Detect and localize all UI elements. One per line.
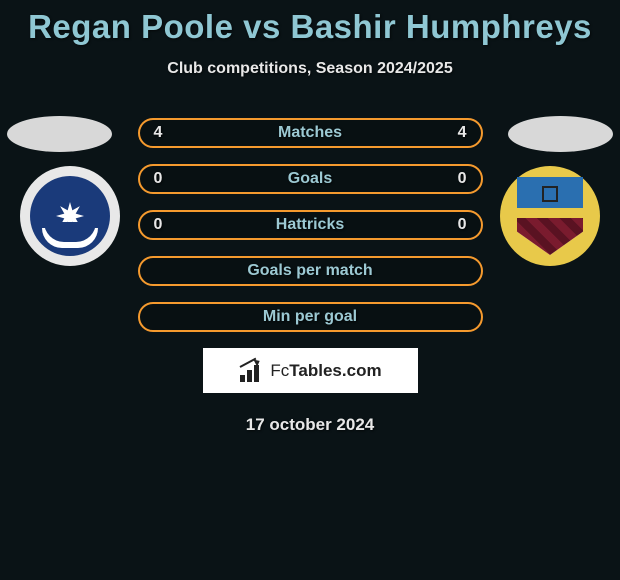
stat-label: Goals [288,170,332,188]
stat-rows: 4 Matches 4 0 Goals 0 0 Hattricks 0 Goal… [138,118,483,332]
date-label: 17 october 2024 [0,415,620,435]
brand-text: FcTables.com [270,361,381,381]
burnley-crest-icon [517,177,583,255]
stat-label: Hattricks [276,216,344,234]
portsmouth-crest-icon [30,176,110,256]
club-badge-right [500,166,600,266]
club-badge-left [20,166,120,266]
stat-row-min-per-goal: Min per goal [138,302,483,332]
stat-value-left: 0 [154,216,174,234]
stat-row-goals: 0 Goals 0 [138,164,483,194]
stat-value-right: 0 [447,170,467,188]
page-title: Regan Poole vs Bashir Humphreys [0,0,620,46]
bar-chart-icon [238,360,264,382]
stat-label: Min per goal [263,308,357,326]
stat-row-hattricks: 0 Hattricks 0 [138,210,483,240]
stat-value-right: 4 [447,124,467,142]
brand-watermark: FcTables.com [203,348,418,393]
stat-value-left: 4 [154,124,174,142]
player-photo-left [7,116,112,152]
stat-label: Matches [278,124,342,142]
subtitle: Club competitions, Season 2024/2025 [0,60,620,78]
stat-row-goals-per-match: Goals per match [138,256,483,286]
stat-label: Goals per match [247,262,372,280]
stat-value-right: 0 [447,216,467,234]
comparison-panel: 4 Matches 4 0 Goals 0 0 Hattricks 0 Goal… [0,118,620,435]
stat-value-left: 0 [154,170,174,188]
player-photo-right [508,116,613,152]
stat-row-matches: 4 Matches 4 [138,118,483,148]
